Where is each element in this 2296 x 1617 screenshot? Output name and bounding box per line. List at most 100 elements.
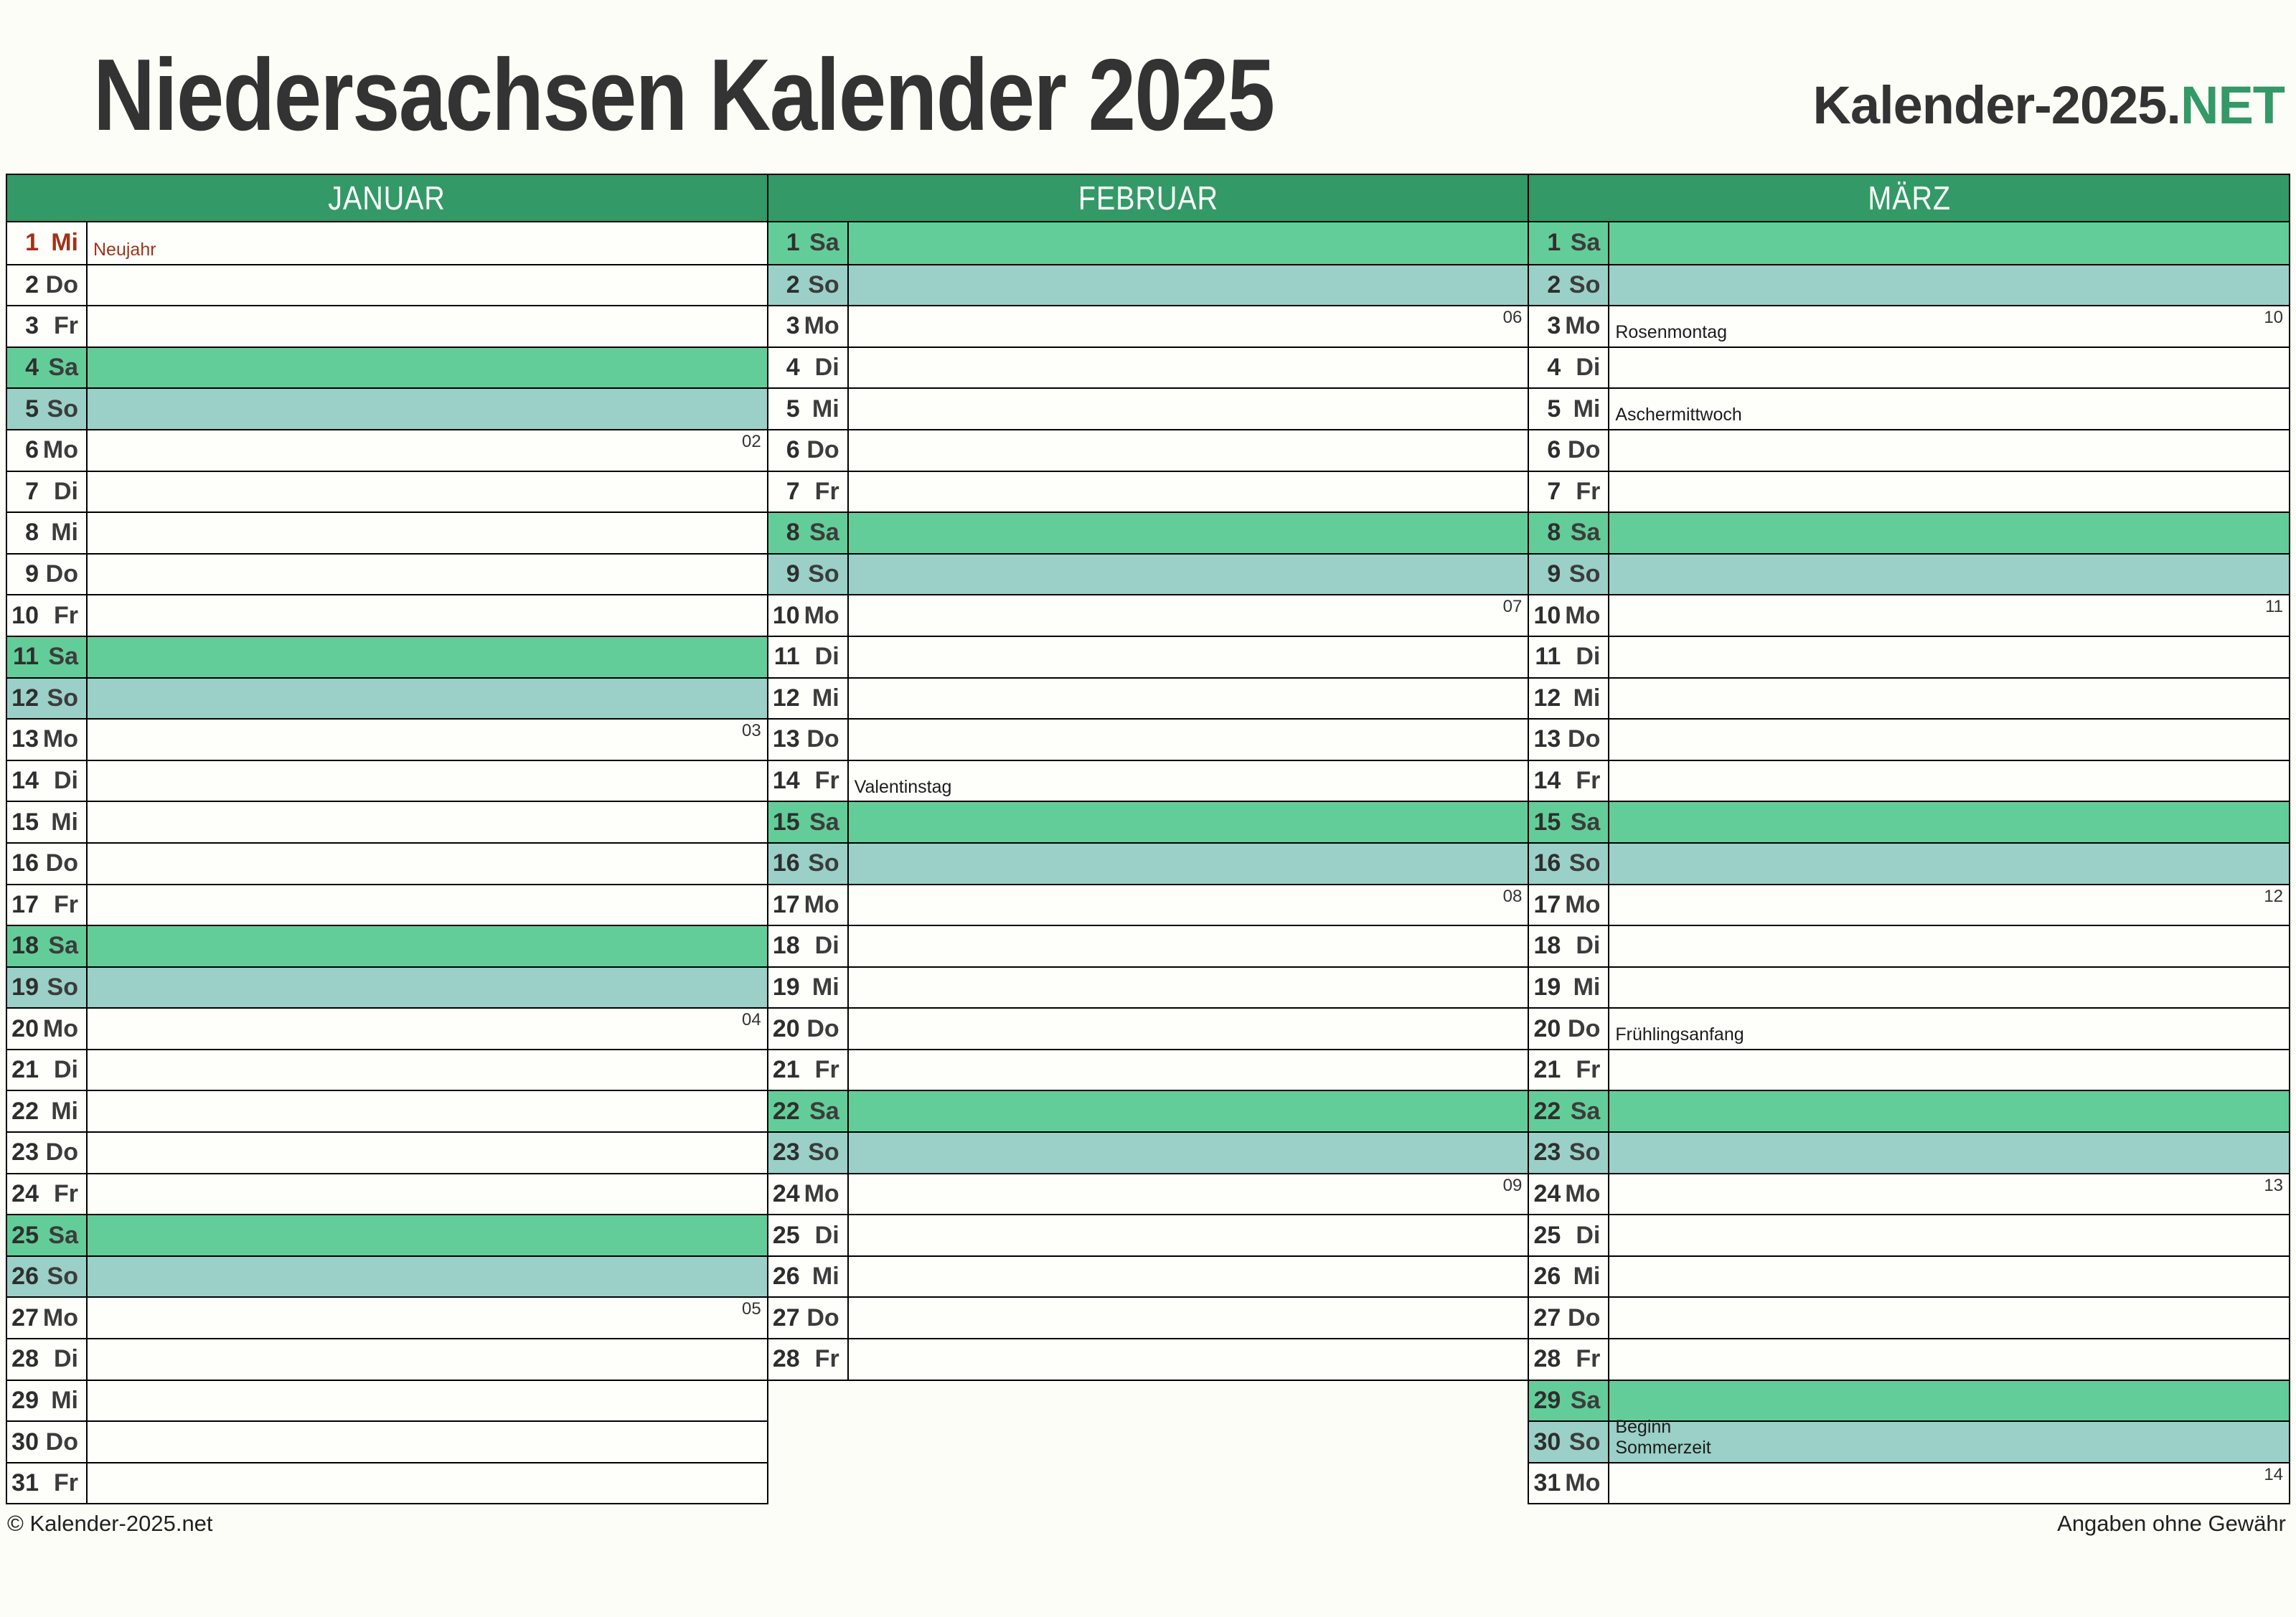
day-column: 30 Do xyxy=(7,1422,88,1462)
day-row: 24 Mo 09 xyxy=(768,1172,1528,1215)
day-number: 21 xyxy=(1533,1056,1561,1084)
day-row: 3 Fr xyxy=(7,305,767,346)
notes-cell xyxy=(88,1381,767,1421)
day-row: 13 Mo 03 xyxy=(7,718,767,760)
day-number: 30 xyxy=(1533,1428,1561,1456)
notes-cell xyxy=(88,761,767,801)
day-row: 19 Mi xyxy=(768,966,1528,1008)
notes-cell xyxy=(1609,926,2289,966)
weekday-label: Sa xyxy=(1570,229,1601,257)
day-column: 2 Do xyxy=(7,265,88,306)
weekday-label: Do xyxy=(806,725,839,753)
weekday-label: Mo xyxy=(1565,890,1601,918)
day-number: 4 xyxy=(25,354,39,382)
day-number: 5 xyxy=(1547,395,1561,423)
holiday-note: Valentinstag xyxy=(854,776,952,797)
day-column: 4 Sa xyxy=(7,347,88,388)
notes-cell: 05 xyxy=(88,1298,767,1338)
day-column: 2 So xyxy=(768,265,849,306)
notes-cell xyxy=(88,885,767,925)
day-row: 29 Sa xyxy=(1529,1379,2290,1421)
weekday-label: Do xyxy=(45,270,78,298)
notes-cell xyxy=(849,844,1528,884)
day-number: 7 xyxy=(786,477,800,505)
weekday-label: Mo xyxy=(804,1179,839,1207)
notes-cell xyxy=(88,265,767,306)
notes-cell xyxy=(1609,430,2289,471)
notes-cell xyxy=(1609,1381,2289,1421)
day-number: 25 xyxy=(772,1221,800,1249)
day-row: 23 So xyxy=(1529,1131,2290,1173)
day-column: 5 Mi xyxy=(768,389,849,429)
notes-cell xyxy=(1609,555,2289,595)
notes-cell xyxy=(849,679,1528,719)
notes-cell xyxy=(849,1257,1528,1297)
day-number: 9 xyxy=(1547,560,1561,588)
notes-cell xyxy=(1609,1298,2289,1338)
day-column: 19 Mi xyxy=(768,967,849,1008)
day-column: 1 Sa xyxy=(1529,222,1610,264)
day-number: 29 xyxy=(1533,1386,1561,1414)
notes-cell: Beginn Sommerzeit xyxy=(1609,1417,2289,1462)
notes-cell xyxy=(849,513,1528,553)
weekday-label: Sa xyxy=(809,519,839,547)
day-column: 20 Do xyxy=(768,1009,849,1049)
day-row: 15 Mi xyxy=(7,801,767,842)
weekday-label: Do xyxy=(1568,1014,1601,1042)
day-number: 25 xyxy=(11,1221,39,1249)
day-row: 9 So xyxy=(1529,552,2290,595)
day-column: 29 Mi xyxy=(7,1380,88,1421)
day-number: 8 xyxy=(786,519,800,547)
day-column: 3 Mo xyxy=(768,306,849,346)
day-column: 14 Fr xyxy=(1529,760,1610,801)
day-column: 13 Do xyxy=(1529,720,1610,760)
week-number: 06 xyxy=(1502,308,1523,328)
day-number: 24 xyxy=(11,1179,39,1207)
notes-cell: 07 xyxy=(849,595,1528,636)
day-column: 31 Mo xyxy=(1529,1463,1610,1504)
weekday-label: Fr xyxy=(54,1469,78,1497)
day-number: 28 xyxy=(1533,1345,1561,1373)
day-number: 23 xyxy=(772,1138,800,1166)
weekday-label: Do xyxy=(806,436,839,464)
notes-cell xyxy=(849,222,1528,264)
day-row: 7 Fr xyxy=(1529,470,2290,512)
notes-cell xyxy=(88,1174,767,1215)
day-number: 22 xyxy=(1533,1097,1561,1125)
day-column: 17 Mo xyxy=(1529,885,1610,925)
day-column: 19 So xyxy=(7,967,88,1008)
day-number: 15 xyxy=(11,808,39,836)
weekday-label: Mi xyxy=(811,395,839,423)
day-row: 2 So xyxy=(768,263,1528,306)
day-column: 11 Sa xyxy=(7,636,88,677)
weekday-label: So xyxy=(808,849,839,877)
day-column: 24 Mo xyxy=(1529,1174,1610,1215)
day-row: 1 Sa xyxy=(1529,222,2290,264)
weekday-label: Fr xyxy=(1576,767,1601,795)
day-number: 7 xyxy=(25,477,39,505)
notes-cell: 08 xyxy=(849,885,1528,925)
weekday-label: Sa xyxy=(809,808,839,836)
weekday-label: Mi xyxy=(1573,973,1601,1001)
page-title-text: Niedersachsen Kalender 2025 xyxy=(93,38,1275,152)
day-row: 10 Fr xyxy=(7,594,767,636)
day-column: 27 Do xyxy=(1529,1298,1610,1339)
weekday-label: Fr xyxy=(1576,477,1601,505)
day-number: 1 xyxy=(786,229,800,257)
day-row: 3 Mo 06 xyxy=(768,305,1528,346)
day-number: 12 xyxy=(11,684,39,712)
notes-cell xyxy=(88,1133,767,1173)
weekday-label: So xyxy=(47,973,78,1001)
holiday-note: Neujahr xyxy=(93,240,156,260)
day-row: 11 Di xyxy=(1529,635,2290,677)
day-row: 18 Sa xyxy=(7,925,767,966)
day-number: 20 xyxy=(11,1014,39,1042)
day-row: 28 Fr xyxy=(1529,1338,2290,1380)
notes-cell xyxy=(849,472,1528,512)
day-row: 10 Mo 07 xyxy=(768,594,1528,636)
day-row: 23 So xyxy=(768,1131,1528,1173)
weekday-label: Mi xyxy=(51,519,78,547)
day-column: 12 So xyxy=(7,678,88,719)
day-row: 26 Mi xyxy=(768,1255,1528,1297)
day-row: 20 Mo 04 xyxy=(7,1007,767,1049)
